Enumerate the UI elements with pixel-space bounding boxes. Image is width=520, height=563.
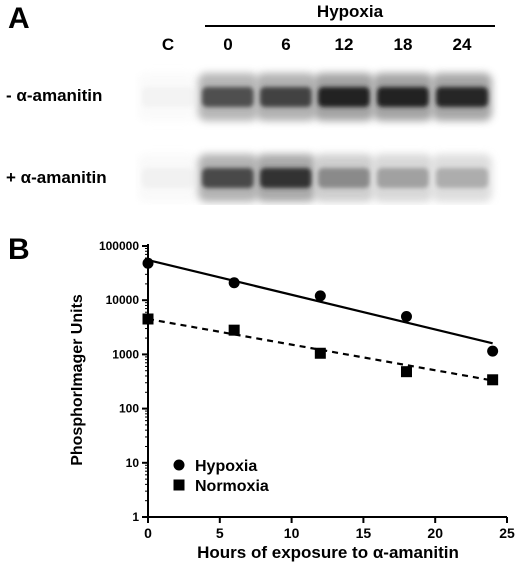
row-label-plus-amanitin: + α-amanitin bbox=[6, 168, 107, 187]
x-tick-label: 25 bbox=[499, 525, 515, 541]
y-tick-label: 10000 bbox=[106, 293, 140, 307]
y-tick-label: 1000 bbox=[112, 347, 139, 361]
x-tick-label: 5 bbox=[216, 525, 224, 541]
blot-band bbox=[373, 73, 433, 121]
x-tick-label: 15 bbox=[356, 525, 372, 541]
lane-label: C bbox=[161, 35, 175, 54]
panel-b-label: B bbox=[8, 233, 30, 266]
hypoxia-bracket-line bbox=[205, 25, 495, 27]
y-axis-label: PhosphorImager Units bbox=[69, 294, 86, 466]
legend-label: Normoxia bbox=[195, 478, 269, 495]
point-normoxia bbox=[400, 366, 412, 378]
panel-a-label: A bbox=[8, 2, 30, 35]
point-hypoxia bbox=[487, 345, 499, 357]
lane-label: 6 bbox=[281, 35, 291, 54]
point-hypoxia bbox=[228, 277, 240, 289]
y-tick-label: 100000 bbox=[99, 239, 139, 253]
lane-label: 18 bbox=[393, 35, 413, 54]
blot-band bbox=[314, 154, 374, 202]
y-tick-label: 1 bbox=[132, 510, 139, 524]
point-normoxia bbox=[487, 374, 499, 386]
point-hypoxia bbox=[142, 257, 154, 269]
hypoxia-group-title: Hypoxia bbox=[316, 2, 384, 21]
chart-legend: Hypoxia Normoxia bbox=[173, 458, 269, 495]
blot-band bbox=[432, 154, 492, 202]
decay-chart: PhosphorImager Units Hours of exposure t… bbox=[69, 239, 515, 562]
blot-band bbox=[138, 73, 198, 121]
legend-marker bbox=[173, 459, 185, 471]
x-tick-label: 0 bbox=[144, 525, 152, 541]
legend-marker bbox=[173, 479, 185, 491]
lane-label: 12 bbox=[334, 35, 354, 54]
lane-labels: C 0 6 12 18 24 bbox=[0, 35, 520, 57]
blot-band bbox=[373, 154, 433, 202]
blot-band bbox=[138, 154, 198, 202]
x-tick-label: 10 bbox=[284, 525, 300, 541]
x-tick-label: 20 bbox=[427, 525, 443, 541]
blot-band bbox=[432, 73, 492, 121]
y-tick-label: 100 bbox=[119, 402, 139, 416]
point-normoxia bbox=[142, 313, 154, 325]
blot-band bbox=[256, 73, 316, 121]
legend-label: Hypoxia bbox=[195, 458, 257, 475]
point-hypoxia bbox=[314, 290, 326, 302]
fit-line-hypoxia bbox=[147, 259, 493, 345]
point-normoxia bbox=[228, 324, 240, 336]
x-axis-label: Hours of exposure to α-amanitin bbox=[197, 543, 459, 562]
blot-band bbox=[256, 154, 316, 202]
point-normoxia bbox=[314, 347, 326, 359]
lane-label: 0 bbox=[223, 35, 233, 54]
blot-band bbox=[198, 73, 258, 121]
blot-band bbox=[198, 154, 258, 202]
blot-band bbox=[314, 73, 374, 121]
point-hypoxia bbox=[400, 311, 412, 323]
northern-blot-image bbox=[135, 60, 510, 205]
fit-line-normoxia bbox=[147, 317, 493, 382]
row-label-minus-amanitin: - α-amanitin bbox=[6, 86, 103, 105]
lane-label: 24 bbox=[452, 35, 472, 54]
y-tick-label: 10 bbox=[126, 456, 140, 470]
